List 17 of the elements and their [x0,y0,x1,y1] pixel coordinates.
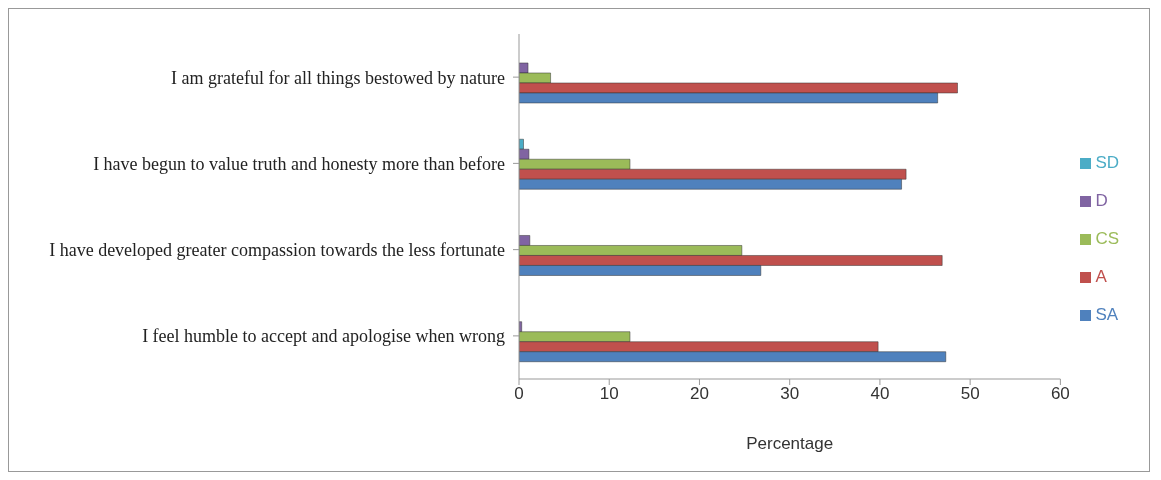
y-tick-label: I have begun to value truth and honesty more than before [93,153,505,174]
x-tick-label: 60 [1050,384,1070,404]
x-tick-label: 10 [599,384,619,404]
legend-label: CS [1095,229,1119,248]
x-tick-label: 20 [690,384,709,404]
x-tick-label: 30 [780,384,800,404]
legend-label: SD [1095,153,1119,172]
legend-label: D [1095,191,1108,210]
y-tick-label: I feel humble to accept and apologise when wrong [142,326,505,347]
legend-label: SA [1095,305,1119,324]
x-axis-title: Percentage [746,434,834,453]
x-tick-label: 40 [870,384,890,404]
x-tick-label: 0 [514,384,524,404]
y-tick-label: I have developed greater compassion towards the less fortunate [49,240,505,261]
y-tick-label: I am grateful for all things bestowed by nature [171,67,505,88]
x-tick-label: 50 [960,384,980,404]
legend-label: A [1095,267,1107,286]
